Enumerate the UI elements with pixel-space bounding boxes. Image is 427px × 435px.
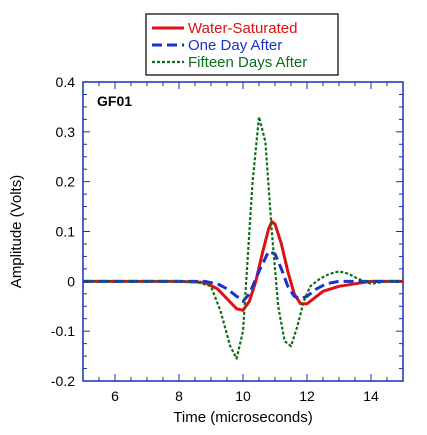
y-tick-label: -0.1 [51,323,75,339]
plot-area-frame [82,81,404,382]
series-line-1 [83,220,403,312]
series-line-3 [83,115,403,360]
x-tick-label: 10 [235,388,251,404]
legend-label: Fifteen Days After [188,54,307,71]
axis-ticks: 6 8 10 12 14 -0.2 -0.1 0 0.1 0.2 0.3 0.4 [51,74,404,404]
chart-annotation: GF01 [97,93,132,109]
legend-label: Water-Saturated [188,20,298,37]
x-tick-label: 12 [299,388,315,404]
y-axis-label: Amplitude (Volts) [8,175,25,288]
y-tick-label: -0.2 [51,373,75,389]
y-tick-label: 0.3 [56,124,76,140]
y-tick-label: 0 [67,273,75,289]
series-layer [83,115,403,360]
legend-label: One Day After [188,37,282,54]
y-tick-label: 0.2 [56,174,76,190]
legend-box [145,13,339,76]
x-axis-label: Time (microseconds) [173,409,312,426]
y-tick-label: 0.1 [56,224,76,240]
y-tick-label: 0.4 [56,74,76,90]
series-line-2 [83,249,403,303]
x-tick-label: 14 [363,388,379,404]
x-tick-label: 6 [111,388,119,404]
x-tick-label: 8 [175,388,183,404]
